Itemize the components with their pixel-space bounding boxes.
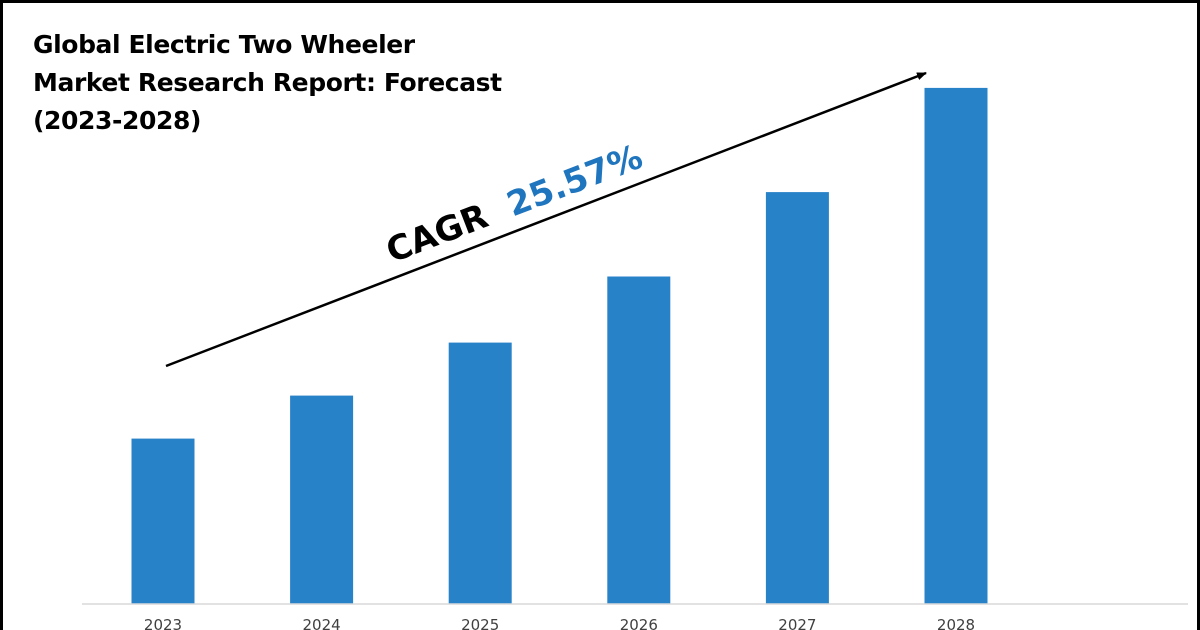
x-tick-label-2024: 2024 (303, 616, 341, 630)
bars-layer (131, 87, 988, 604)
bar-2023 (131, 438, 195, 604)
x-tick-labels: 2023 2024 2025 2026 2027 2028 (144, 616, 975, 630)
x-tick-label-2023: 2023 (144, 616, 182, 630)
chart-title-line-1: Global Electric Two Wheeler (33, 30, 415, 59)
bar-2028 (924, 87, 988, 604)
x-tick-label-2025: 2025 (461, 616, 499, 630)
bar-2024 (290, 395, 354, 604)
x-tick-label-2028: 2028 (937, 616, 975, 630)
chart-title-line-3: (2023-2028) (33, 106, 201, 135)
x-tick-label-2027: 2027 (778, 616, 816, 630)
chart-title: Global Electric Two Wheeler Market Resea… (33, 26, 553, 140)
cagr-trend-arrow (165, 71, 927, 368)
cagr-annotation: CAGR 25.57% (381, 137, 648, 271)
cagr-value-text: 25.57% (502, 137, 649, 225)
bar-2025 (448, 342, 512, 604)
x-tick-label-2026: 2026 (620, 616, 658, 630)
chart-title-line-2: Market Research Report: Forecast (33, 68, 502, 97)
bar-2027 (765, 192, 829, 604)
bar-2026 (607, 276, 671, 604)
